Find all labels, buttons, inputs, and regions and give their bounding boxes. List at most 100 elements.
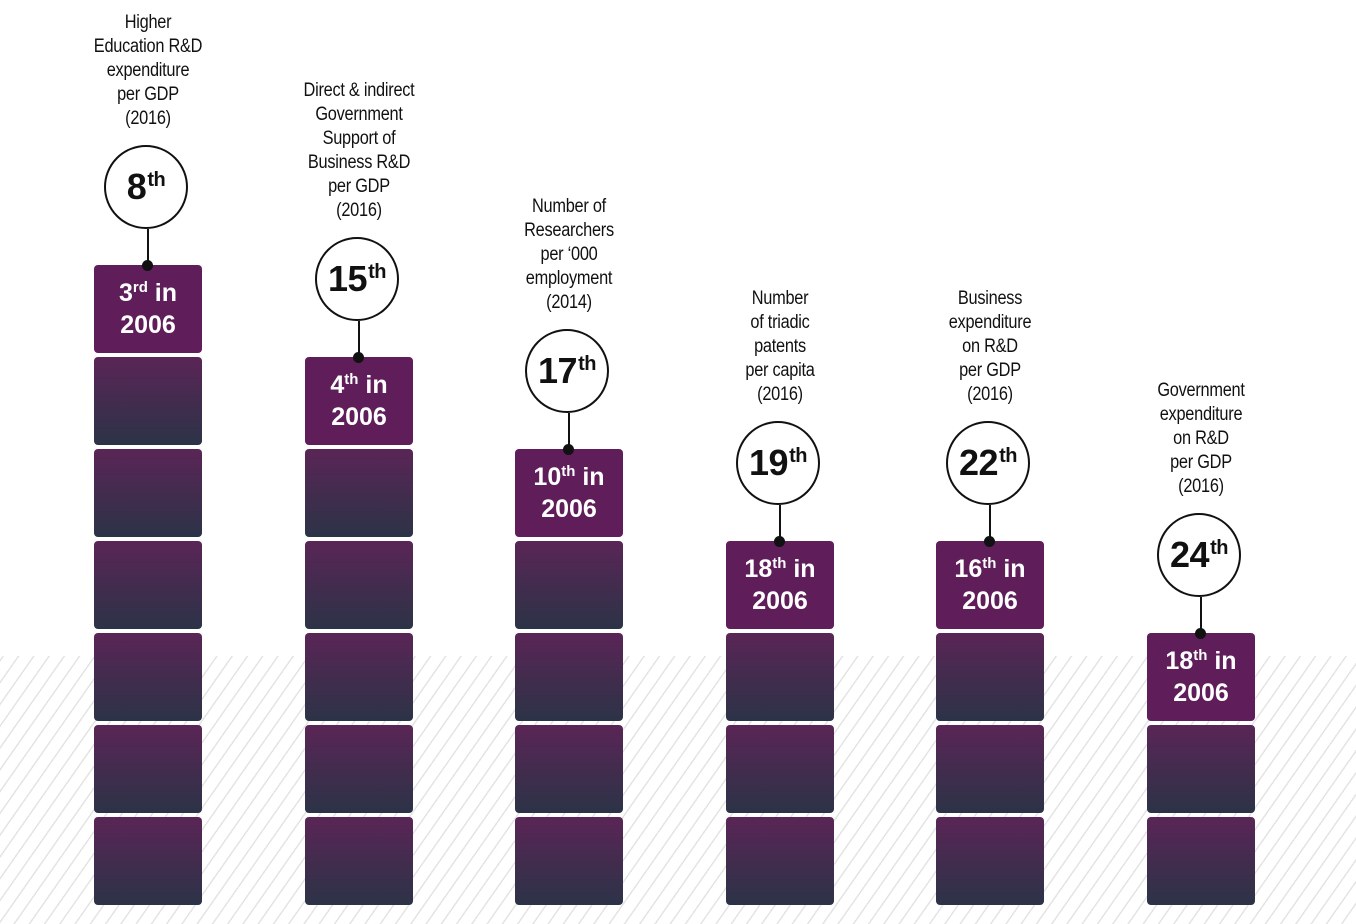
category-label-line: Number [751, 288, 809, 309]
previous-rank-in: in [575, 462, 605, 491]
previous-rank-line: 10th in [533, 463, 604, 495]
previous-rank-year: 2006 [752, 586, 808, 615]
category-label-line: (2016) [125, 108, 171, 129]
previous-rank-number: 3 [118, 278, 133, 307]
connector-line [989, 505, 991, 541]
rank-column: 18th in 2006 19th Number of triadic patents pe… [726, 0, 834, 924]
category-label-line: Education R&D [93, 36, 203, 57]
current-rank-number: 22 [959, 442, 999, 483]
current-rank-suffix: th [999, 445, 1017, 467]
category-label-line: patents [754, 336, 806, 357]
connector-line [147, 229, 149, 265]
previous-rank-suffix: rd [132, 278, 148, 296]
stack-block [936, 633, 1044, 721]
stack-block [94, 725, 202, 813]
previous-rank-suffix: th [561, 462, 576, 480]
stack-block [305, 633, 413, 721]
category-label: Number of triadic patents per capita (2016) [703, 287, 858, 407]
current-rank-circle: 22th [946, 421, 1030, 505]
current-rank-number: 15 [328, 258, 368, 299]
previous-rank-in: in [358, 370, 388, 399]
category-label-line: expenditure [1159, 404, 1243, 425]
stack-block [94, 541, 202, 629]
previous-rank-year: 2006 [120, 310, 176, 339]
connector-dot [774, 536, 785, 547]
connector-dot [1195, 628, 1206, 639]
current-rank: 17th [538, 350, 596, 392]
previous-rank-number: 18 [1165, 646, 1194, 675]
current-rank-suffix: th [1210, 537, 1228, 559]
stack-block [515, 725, 623, 813]
previous-rank-in: in [786, 554, 816, 583]
stack-block [936, 725, 1044, 813]
previous-rank-line: 4th in [330, 371, 387, 403]
stack-block [726, 725, 834, 813]
stack-block [515, 541, 623, 629]
category-label-line: per GDP [1170, 452, 1232, 473]
category-label-line: Higher [124, 12, 172, 33]
category-label-line: on R&D [1173, 428, 1229, 449]
stack-block [94, 357, 202, 445]
rank-column: 16th in 2006 22th Business expenditure on R&D… [936, 0, 1044, 924]
connector-dot [353, 352, 364, 363]
current-rank-circle: 15th [315, 237, 399, 321]
stack-block [1147, 817, 1255, 905]
background-hatch-pattern [0, 656, 1356, 924]
category-label-line: Support of [322, 128, 396, 149]
stack-block [305, 449, 413, 537]
category-label-line: per GDP [959, 360, 1021, 381]
category-label-line: per GDP [328, 176, 390, 197]
stack-block [515, 817, 623, 905]
category-label-line: (2016) [757, 384, 803, 405]
stack-block [305, 817, 413, 905]
stack-block [1147, 725, 1255, 813]
previous-rank-block: 4th in 2006 [305, 357, 413, 445]
category-label: Direct & indirect Government Support of Bus… [282, 79, 437, 223]
previous-rank-number: 18 [744, 554, 773, 583]
stack-block [305, 725, 413, 813]
current-rank-number: 8 [126, 166, 147, 207]
previous-rank-year: 2006 [962, 586, 1018, 615]
previous-rank-suffix: th [772, 554, 787, 572]
category-label: Business expenditure on R&D per GDP (2016) [913, 287, 1068, 407]
category-label-line: Government [315, 104, 403, 125]
previous-rank-block: 3rd in 2006 [94, 265, 202, 353]
stack-block [936, 817, 1044, 905]
category-label: Number of Researchers per ‘000 employment (2… [492, 195, 647, 315]
previous-rank-suffix: th [982, 554, 997, 572]
rank-column: 18 th in 2006 24th Government expenditure on R… [1147, 0, 1255, 924]
category-label-line: (2016) [336, 200, 382, 221]
current-rank-number: 19 [749, 442, 789, 483]
current-rank-number: 17 [538, 350, 578, 391]
current-rank-suffix: th [368, 261, 386, 283]
current-rank-circle: 19th [736, 421, 820, 505]
category-label-line: (2016) [967, 384, 1013, 405]
stack-block [726, 633, 834, 721]
previous-rank-line: 18th in [744, 555, 815, 587]
category-label: Government expenditure on R&D per GDP (2016) [1124, 379, 1279, 499]
connector-line [1200, 597, 1202, 633]
category-label-line: Business R&D [307, 152, 411, 173]
connector-line [358, 321, 360, 357]
current-rank-suffix: th [578, 353, 596, 375]
previous-rank-block: 10th in 2006 [515, 449, 623, 537]
previous-rank-in: in [147, 278, 178, 307]
current-rank-suffix: th [789, 445, 807, 467]
stack-block [305, 541, 413, 629]
connector-line [779, 505, 781, 541]
category-label: Higher Education R&D expenditure per GDP (20… [71, 11, 226, 131]
previous-rank-year: 2006 [331, 402, 387, 431]
previous-rank-suffix: th [344, 370, 359, 388]
rank-column: 10th in 2006 17th Number of Researchers per ‘… [515, 0, 623, 924]
category-label-line: employment [525, 268, 613, 289]
previous-rank-number: 4 [330, 370, 345, 399]
current-rank: 24th [1170, 534, 1228, 576]
previous-rank-block: 16th in 2006 [936, 541, 1044, 629]
category-label-line: on R&D [962, 336, 1018, 357]
rank-column: 3rd in 2006 8th Higher Education R&D expendit… [94, 0, 202, 924]
previous-rank-year: 2006 [1173, 678, 1229, 707]
stack-block [94, 633, 202, 721]
category-label-line: Government [1157, 380, 1245, 401]
previous-rank-in: in [1207, 646, 1237, 675]
category-label-line: Number of [532, 196, 606, 217]
